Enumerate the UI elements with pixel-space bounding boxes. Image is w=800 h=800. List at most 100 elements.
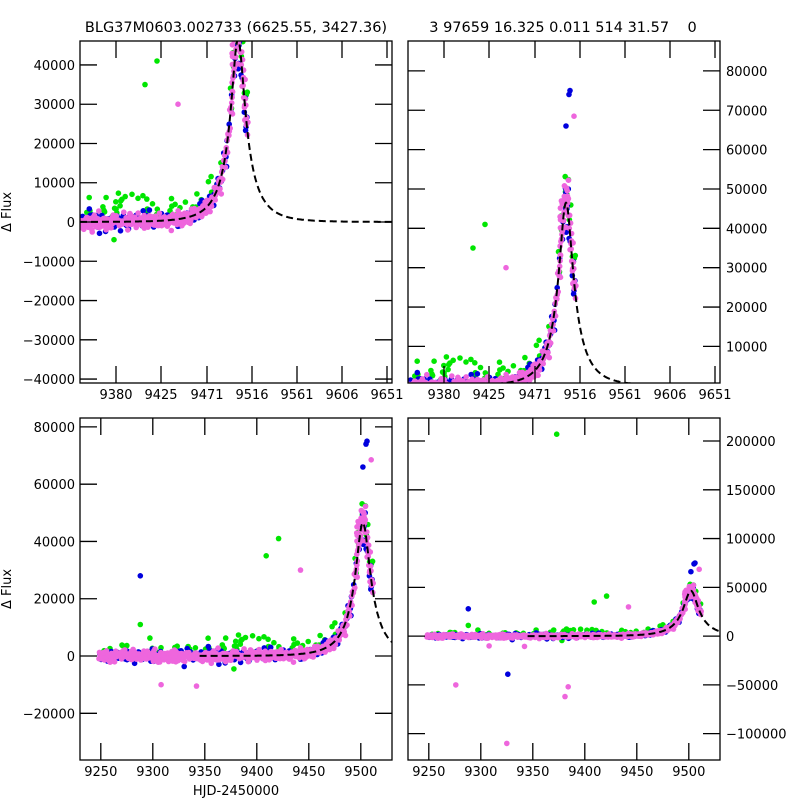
data-point-blue [267,644,274,651]
data-point-green [463,359,469,365]
y-tick-label: 20000 [34,137,75,152]
x-tick-label: 9651 [698,388,731,403]
y-tick-label: 30000 [34,98,75,113]
data-point-green [232,638,239,645]
data-point-blue [146,207,153,213]
y-tick-label: 30000 [726,262,767,277]
chart-title-left: BLG37M0603.002733 (6625.55, 3427.36) [85,20,387,36]
y-tick-label: 20000 [726,301,767,316]
data-point-magenta [121,209,127,215]
data-point-green [142,81,148,88]
y-tick-label: −10000 [23,255,75,270]
data-points [96,438,377,689]
data-point-blue [181,663,187,670]
data-point-green [205,635,211,641]
y-tick-label: 150000 [726,484,776,499]
data-point-green [332,620,338,626]
y-tick-label: 0 [67,650,75,665]
x-tick-label: 9380 [99,388,132,403]
y-tick-label: 0 [726,630,734,645]
data-point-magenta [557,205,564,211]
data-point-magenta [342,632,349,639]
model-curve [527,589,720,638]
data-point-green [510,363,517,369]
data-point-magenta [362,517,369,523]
x-tick-label: 9380 [427,388,460,403]
y-tick-label: 200000 [726,435,776,450]
panel-top-right: 9380 9425 9471 9516 9561 9606 9651 10000 20000 30… [403,40,767,403]
data-point-blue [509,383,515,389]
data-point-green [222,635,229,641]
data-point-blue [688,568,694,575]
data-point-green [235,632,242,638]
data-point-magenta [359,537,366,544]
data-point-green [231,666,237,672]
x-tick-label: 9450 [620,765,653,780]
data-point-green [477,364,484,371]
data-point-magenta [208,203,215,210]
data-point-magenta [218,191,225,197]
data-point-magenta [486,643,492,649]
data-point-magenta [536,367,543,373]
data-point-magenta [219,176,226,183]
data-point-magenta [546,354,553,361]
data-point-blue [96,230,103,237]
data-point-magenta [297,567,304,573]
data-point-magenta [208,660,215,667]
y-tick-label: 60000 [726,144,767,159]
data-point-magenta [157,659,163,665]
data-point-magenta [212,197,218,203]
data-point-blue [563,123,569,129]
data-point-magenta [411,383,417,389]
y-tick-label: 50000 [726,581,767,596]
y-tick-label: −30000 [23,334,75,349]
data-point-green [208,173,214,180]
data-point-magenta [356,520,362,527]
data-point-magenta [74,217,80,223]
x-tick-label: 9500 [672,765,705,780]
data-point-green [263,553,270,559]
y-tick-label: −40000 [23,373,75,388]
data-point-green [553,431,560,438]
data-point-magenta [684,588,690,594]
data-point-green [172,201,178,208]
data-point-green [443,354,450,360]
data-point-magenta [571,113,577,119]
data-point-green [470,245,476,251]
data-point-green [550,627,557,633]
data-point-magenta [229,42,236,48]
data-point-green [591,599,597,605]
data-point-blue [364,438,370,445]
data-points [74,41,251,266]
x-tick-label: 9425 [144,388,177,403]
data-point-magenta [424,371,430,378]
x-tick-label: 9561 [608,388,641,403]
data-point-magenta [403,381,409,387]
data-point-green [205,178,212,185]
y-tick-label: 80000 [726,65,767,80]
data-point-green [182,199,189,205]
data-point-magenta [181,658,188,665]
y-tick-label: −100000 [726,728,787,743]
data-point-magenta [562,224,569,231]
y-tick-label: 60000 [34,478,75,493]
data-point-magenta [217,186,223,192]
data-point-magenta [444,381,450,383]
data-point-green [369,558,376,565]
data-point-green [137,621,144,628]
data-point-magenta [96,208,102,214]
y-tick-label: 100000 [726,533,776,548]
y-tick-label: 40000 [34,59,75,74]
data-point-green [103,194,109,201]
data-point-magenta [367,549,374,555]
data-point-magenta [193,683,200,689]
y-tick-label: −20000 [23,707,75,722]
y-tick-label: 50000 [726,183,767,198]
plot-frame [407,40,721,384]
data-point-blue [692,560,698,566]
x-tick-label: 9500 [344,765,377,780]
data-point-magenta [185,210,191,217]
data-point-green [242,634,249,641]
data-point-green [317,632,323,639]
data-point-magenta [625,604,632,610]
